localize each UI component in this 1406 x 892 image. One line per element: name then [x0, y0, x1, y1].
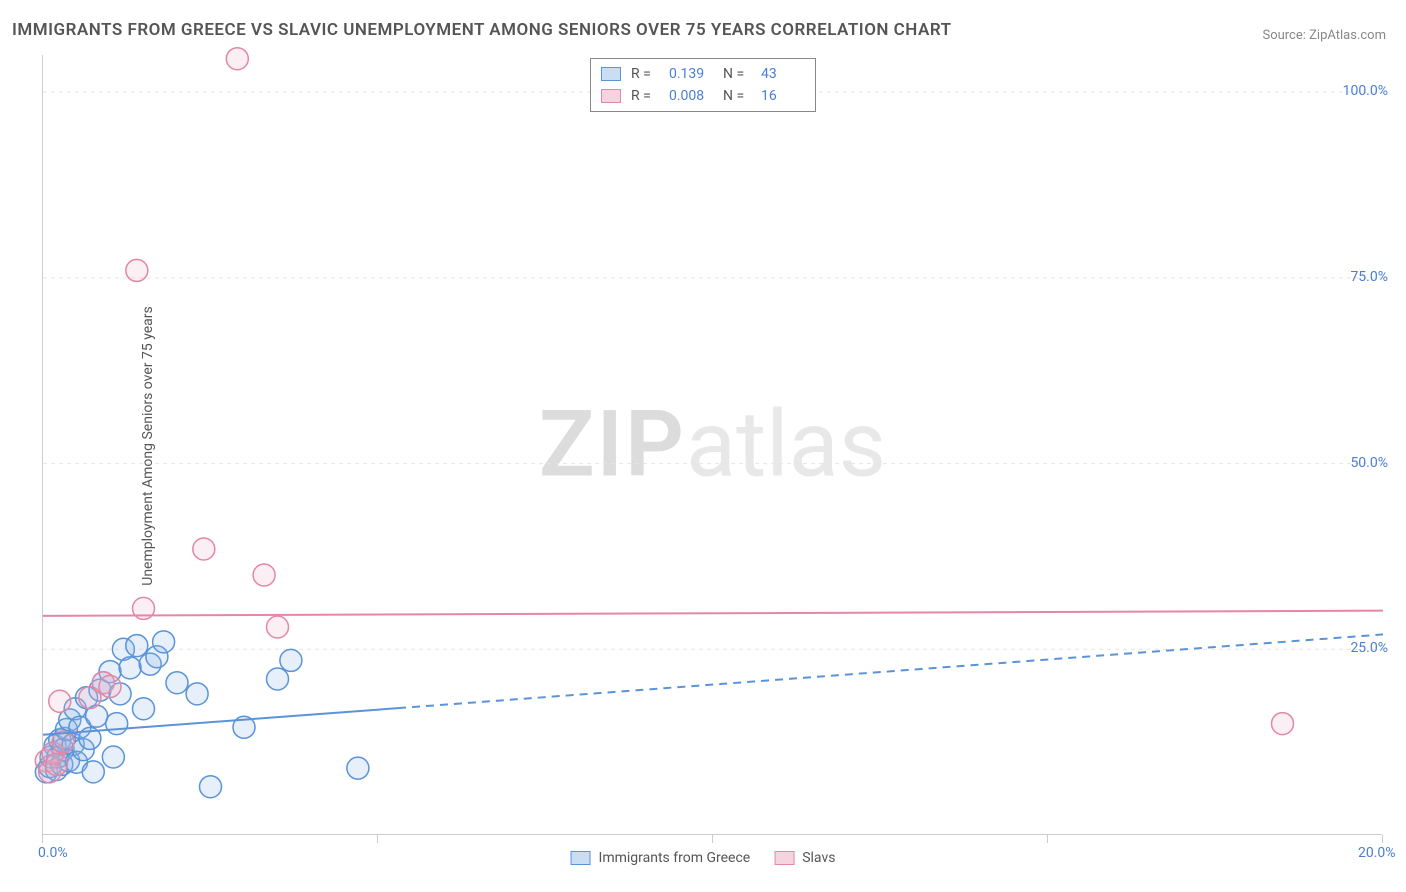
- r-label: R =: [631, 85, 659, 107]
- chart-title: IMMIGRANTS FROM GREECE VS SLAVIC UNEMPLO…: [12, 20, 952, 40]
- r-value: 0.139: [669, 63, 713, 85]
- r-label: R =: [631, 63, 659, 85]
- correlation-legend: R = 0.139 N = 43 R = 0.008 N = 16: [590, 58, 816, 112]
- legend-label: Slavs: [802, 850, 835, 866]
- x-tick-label: 20.0%: [1358, 845, 1396, 861]
- legend-swatch: [601, 89, 621, 103]
- legend-item: Slavs: [774, 850, 835, 866]
- x-tick-mark: [42, 835, 43, 843]
- legend-row: R = 0.008 N = 16: [601, 85, 805, 107]
- x-tick-label: 0.0%: [38, 845, 68, 861]
- n-value: 43: [761, 63, 805, 85]
- y-tick-label: 75.0%: [1350, 269, 1388, 285]
- y-tick-label: 50.0%: [1350, 455, 1388, 471]
- legend-label: Immigrants from Greece: [599, 850, 751, 866]
- legend-swatch: [571, 851, 591, 865]
- x-tick-mark: [377, 835, 378, 843]
- x-tick-mark: [1047, 835, 1048, 843]
- source-attribution: Source: ZipAtlas.com: [1262, 28, 1386, 43]
- legend-row: R = 0.139 N = 43: [601, 63, 805, 85]
- chart-canvas: [43, 55, 1382, 834]
- n-label: N =: [723, 85, 751, 107]
- x-tick-mark: [1382, 835, 1383, 843]
- r-value: 0.008: [669, 85, 713, 107]
- n-label: N =: [723, 63, 751, 85]
- n-value: 16: [761, 85, 805, 107]
- legend-swatch: [774, 851, 794, 865]
- x-tick-mark: [712, 835, 713, 843]
- plot-area: ZIPatlas: [42, 55, 1382, 835]
- series-legend: Immigrants from Greece Slavs: [571, 850, 836, 866]
- legend-swatch: [601, 67, 621, 81]
- y-tick-label: 100.0%: [1343, 83, 1388, 99]
- legend-item: Immigrants from Greece: [571, 850, 751, 866]
- y-tick-label: 25.0%: [1350, 640, 1388, 656]
